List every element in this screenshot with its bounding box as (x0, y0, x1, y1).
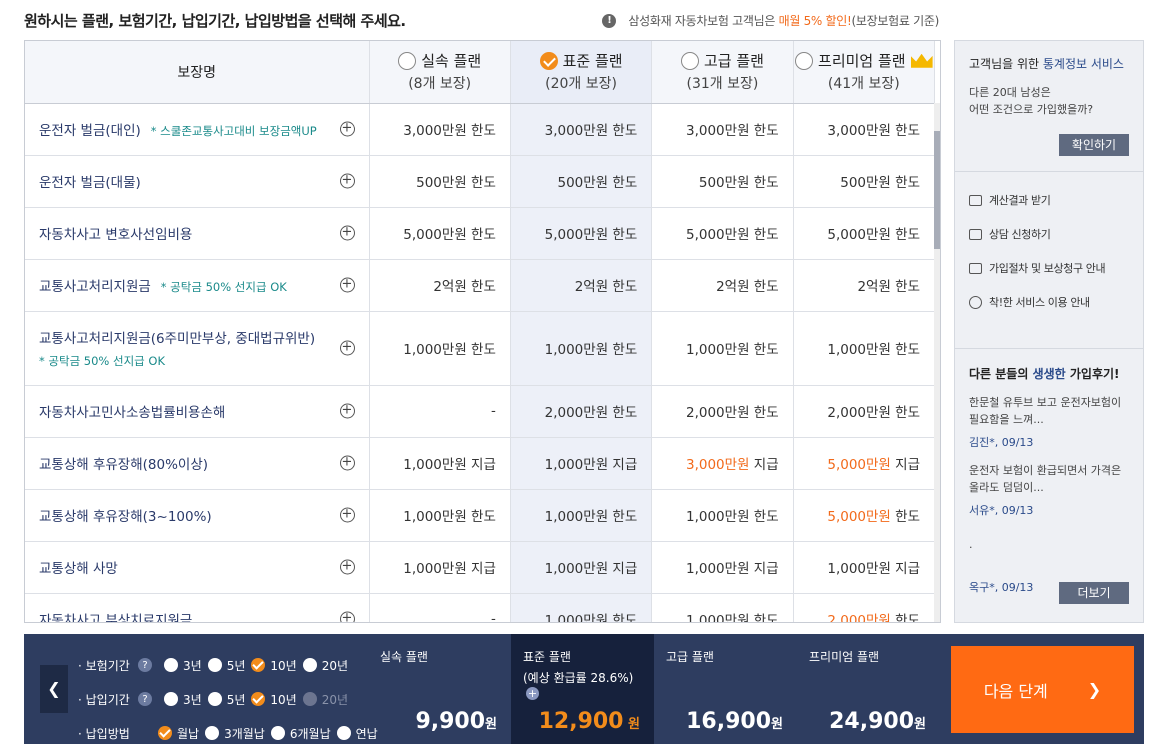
expand-plus-icon[interactable]: + (339, 121, 355, 137)
page-title: 원하시는 플랜, 보험기간, 납입기간, 납입방법을 선택해 주세요. (24, 12, 406, 30)
stat-service-box: 고객님을 위한 통계정보 서비스 다른 20대 남성은 어떤 조건으로 가입했을까… (955, 41, 1143, 172)
expand-plus-icon[interactable]: + (339, 173, 355, 189)
review-box: 다른 분들의 생생한 가입후기! 한문철 유투브 보고 운전자보험이 필요함을 느… (955, 349, 1143, 622)
review-text: . (969, 538, 973, 551)
plus-icon[interactable]: + (526, 687, 539, 700)
table-row: 교통상해 후유장해(3~100%) + 1,000만원 한도 1,000만원 한도 1… (25, 489, 936, 542)
table-row: 교통상해 사망 + 1,000만원 지급 1,000만원 지급 1,000만원 지급 1… (25, 541, 936, 594)
menu-item-receive-result[interactable]: 계산결과 받기 (969, 192, 1129, 208)
expand-plus-icon[interactable]: + (339, 403, 355, 419)
price-premium[interactable]: 프리미엄 플랜 24,900원 (809, 650, 926, 734)
price-basic[interactable]: 실속 플랜 9,900원 (380, 650, 497, 734)
plan-header-basic[interactable]: 실속 플랜 (8개 보장) (369, 41, 511, 104)
discount-notice: ! 삼성화재 자동차보험 고객님은 매월 5% 할인!(보장보험료 기준) (602, 12, 939, 29)
help-icon[interactable]: ? (138, 692, 152, 706)
menu-item-service-guide[interactable]: 착!한 서비스 이용 안내 (969, 294, 1129, 310)
help-icon[interactable]: ? (138, 658, 152, 672)
plan-header-advanced[interactable]: 고급 플랜 (31개 보장) (651, 41, 794, 104)
crown-icon (910, 53, 933, 68)
radio-icon[interactable] (795, 51, 814, 70)
option-panel: · 보험기간? 3년 5년 10년 20년 · 납입기간? 3년 5년 10년 … (78, 648, 378, 750)
bottom-bar: ❮ · 보험기간? 3년 5년 10년 20년 · 납입기간? 3년 5년 10… (24, 634, 1144, 744)
review-author: 김진*, 09/13 (969, 436, 1034, 449)
table-row: 교통사고처리지원금 * 공탁금 50% 선지급 OK + 2억원 한도 2억원 한도 2… (25, 259, 936, 312)
plan-header-premium[interactable]: 프리미엄 플랜 (41개 보장) (793, 41, 936, 104)
expand-plus-icon[interactable]: + (339, 611, 355, 622)
pay-period-row: · 납입기간? 3년 5년 10년 20년 (78, 692, 348, 707)
expand-plus-icon[interactable]: + (339, 559, 355, 575)
info-circle-icon (969, 295, 982, 309)
review-text: 한문철 유투브 보고 운전자보험이 필요함을 느껴... (969, 396, 1122, 426)
table-row: 자동차사고 부상치료지원금 + -1,000만원 한도 1,000만원 한도 2,0… (25, 593, 936, 622)
expand-plus-icon[interactable]: + (339, 277, 355, 293)
menu-item-consult[interactable]: 상담 신청하기 (969, 226, 1129, 242)
menu-item-procedure[interactable]: 가입절차 및 보상청구 안내 (969, 260, 1129, 276)
review-author: 옥구*, 09/13 (969, 581, 1034, 594)
review-text: 운전자 보험이 환급되면서 가격은 올라도 덤덤이... (969, 464, 1122, 494)
confirm-button[interactable]: 확인하기 (1059, 134, 1129, 156)
table-row: 교통사고처리지원금(6주미만부상, 중대법규위반) * 공탁금 50% 선지급 O… (25, 311, 936, 386)
period-row: · 보험기간? 3년 5년 10년 20년 (78, 658, 348, 673)
side-panel: 고객님을 위한 통계정보 서비스 다른 20대 남성은 어떤 조건으로 가입했을까… (954, 40, 1144, 623)
review-author: 서유*, 09/13 (969, 504, 1034, 517)
expand-plus-icon[interactable]: + (339, 455, 355, 471)
side-menu: 계산결과 받기 상담 신청하기 가입절차 및 보상청구 안내 착!한 서비스 이… (955, 172, 1143, 349)
table-row: 교통상해 후유장해(80%이상) + 1,000만원 지급 1,000만원 지급 3… (25, 437, 936, 490)
table-row: 자동차사고 변호사선임비용 + 5,000만원 한도 5,000만원 한도 5,000… (25, 207, 936, 260)
expand-plus-icon[interactable]: + (339, 507, 355, 523)
more-button[interactable]: 더보기 (1059, 582, 1129, 604)
table-scrollbar[interactable] (934, 103, 940, 622)
coverage-table: 보장명 실속 플랜 (8개 보장) 표준 플랜 (20개 보장) 고급 플랜 (31개… (24, 40, 941, 623)
radio-icon[interactable] (398, 51, 417, 70)
expand-plus-icon[interactable]: + (339, 340, 355, 356)
hand-icon (969, 262, 982, 274)
table-row: 자동차사고민사소송법률비용손해 + -2,000만원 한도 2,000만원 한도 2,… (25, 385, 936, 438)
next-step-button[interactable]: 다음 단계 ❯ (951, 646, 1134, 733)
pay-method-row: · 납입방법 월납 3개월납 6개월납 연납 (78, 726, 378, 741)
table-row: 운전자 벌금(대인) * 스쿨존교통사고대비 보장금액UP + 3,000만원 한도… (25, 103, 936, 156)
scrollbar-thumb[interactable] (934, 131, 940, 249)
price-advanced[interactable]: 고급 플랜 16,900원 (666, 650, 783, 734)
col-header-coverage: 보장명 (25, 41, 370, 104)
check-icon[interactable] (539, 51, 558, 70)
plan-header-standard[interactable]: 표준 플랜 (20개 보장) (510, 41, 653, 104)
mail-icon (969, 194, 982, 206)
price-standard[interactable]: 표준 플랜 (예상 환급률 28.6%)+ 12,900 원 (511, 634, 654, 744)
info-icon: ! (602, 13, 617, 28)
table-row: 운전자 벌금(대물) + 500만원 한도 500만원 한도 500만원 한도 500만… (25, 155, 936, 208)
expand-plus-icon[interactable]: + (339, 225, 355, 241)
edit-icon (969, 228, 982, 240)
radio-icon[interactable] (680, 51, 699, 70)
chevron-right-icon: ❯ (1087, 680, 1102, 699)
chevron-left-icon[interactable]: ❮ (40, 665, 68, 713)
